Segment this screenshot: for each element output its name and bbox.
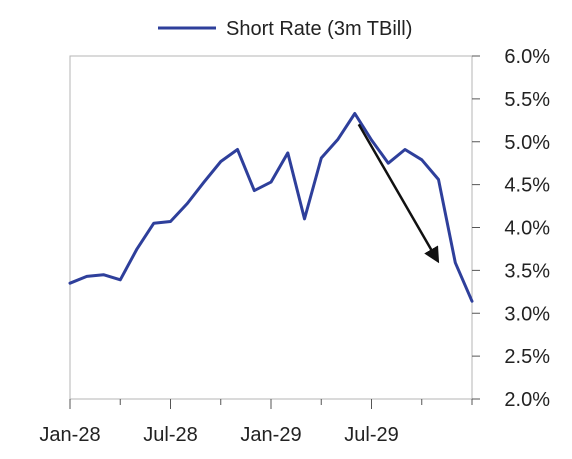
x-tick-label: Jul-29 <box>344 424 398 446</box>
y-tick-label: 2.0% <box>504 389 550 411</box>
legend: Short Rate (3m TBill) <box>158 18 412 40</box>
y-tick-label: 5.0% <box>504 132 550 154</box>
y-tick-label: 4.5% <box>504 175 550 197</box>
y-tick-label: 4.0% <box>504 218 550 240</box>
annotation-arrow <box>357 123 440 264</box>
y-tick-label: 3.0% <box>504 303 550 325</box>
y-tick-label: 6.0% <box>504 46 550 68</box>
y-tick-label: 2.5% <box>504 346 550 368</box>
x-tick-label: Jan-28 <box>39 424 100 446</box>
legend-label: Short Rate (3m TBill) <box>226 18 412 40</box>
y-tick-label: 5.5% <box>504 89 550 111</box>
series-layer <box>68 112 474 303</box>
y-axis: 2.0% 2.5% 3.0% 3.5% 4.0% 4.5% 5.0% 5.5% 6.0% <box>472 46 550 411</box>
x-tick-label: Jul-28 <box>143 424 197 446</box>
series-line <box>68 112 474 303</box>
plot-frame <box>69 55 473 400</box>
x-axis: Jan-28 Jul-28 Jan-29 Jul-29 <box>39 399 473 446</box>
y-tick-label: 3.5% <box>504 260 550 282</box>
x-tick-label: Jan-29 <box>240 424 301 446</box>
annotation-layer <box>357 123 440 264</box>
